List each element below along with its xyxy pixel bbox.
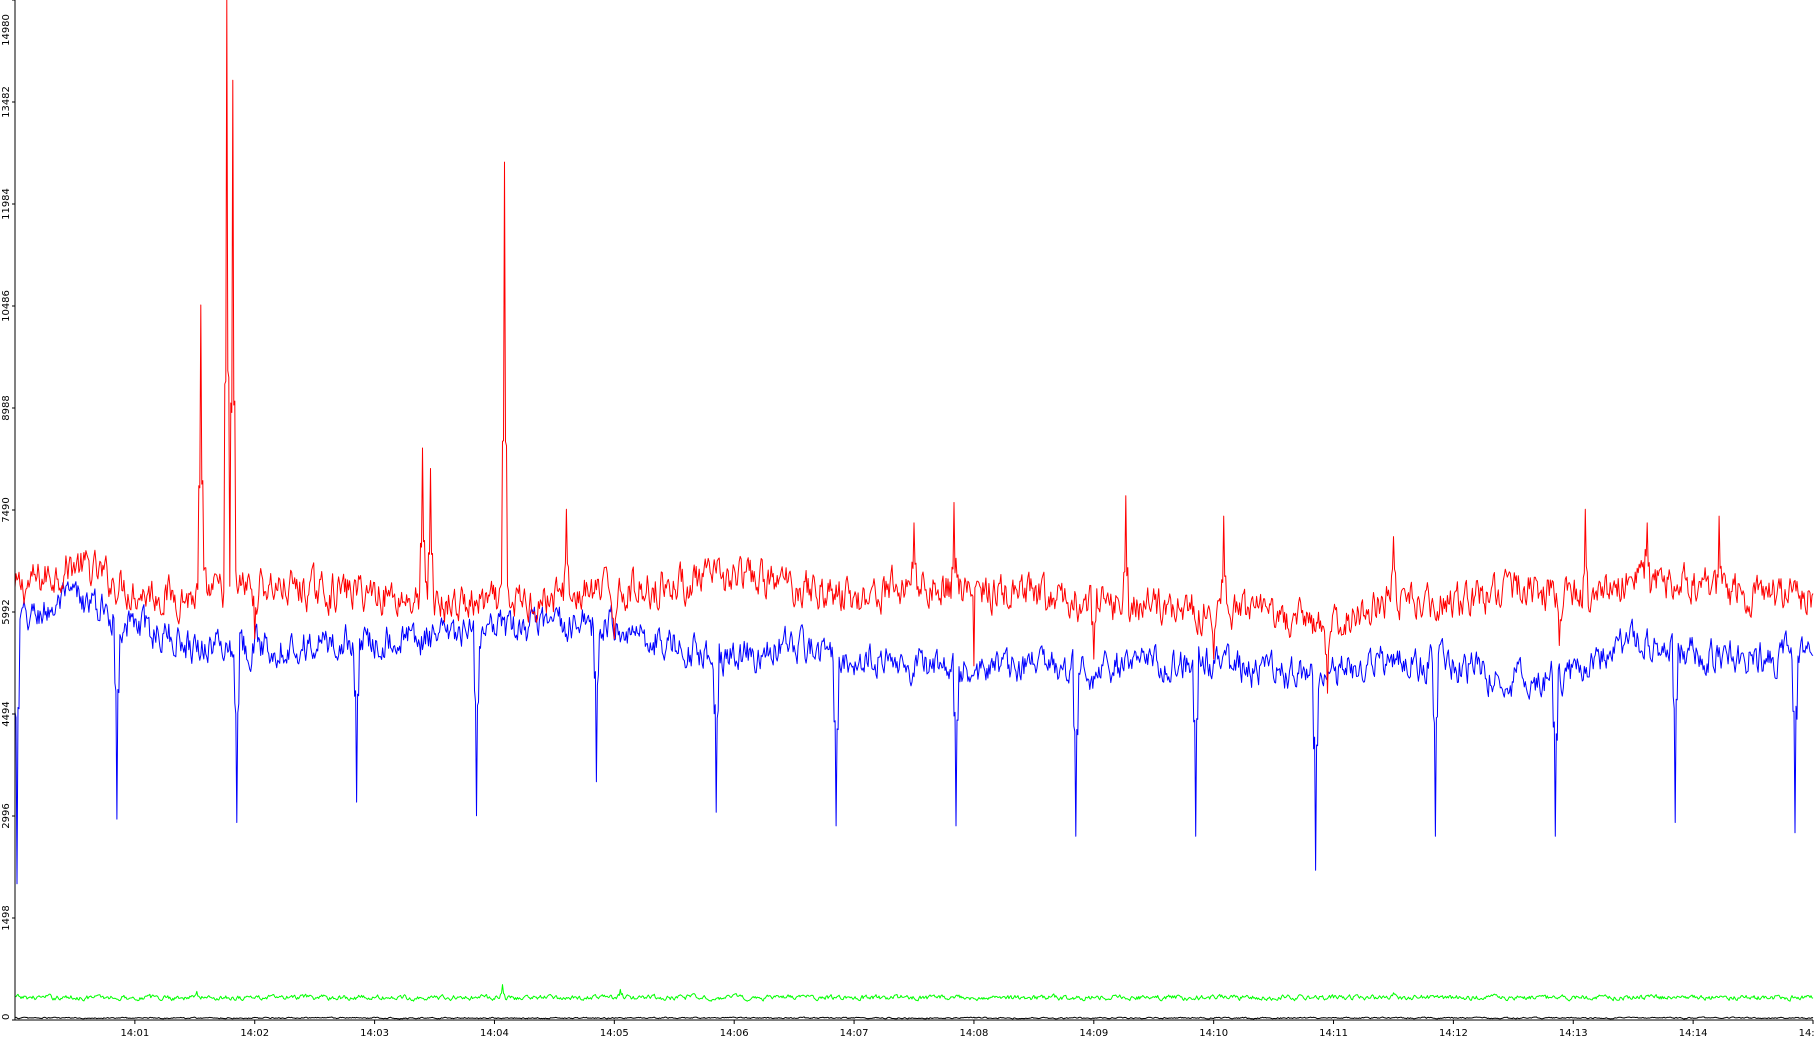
series-line-3 bbox=[14, 1016, 1814, 1020]
x-tick-label: 14:01 bbox=[120, 1028, 149, 1039]
x-tick-label: 14:03 bbox=[360, 1028, 389, 1039]
y-tick-label: 7490 bbox=[1, 497, 12, 522]
y-tick-label: 13482 bbox=[1, 86, 12, 118]
x-tick-label: 14:09 bbox=[1079, 1028, 1108, 1039]
series-layer bbox=[14, 0, 1814, 1020]
y-tick-label: 4494 bbox=[1, 701, 12, 726]
x-tick-label: 14:04 bbox=[480, 1028, 509, 1039]
x-tick-label: 14:05 bbox=[600, 1028, 629, 1039]
x-tick-label: 14:13 bbox=[1559, 1028, 1588, 1039]
x-tick-label: 14:06 bbox=[720, 1028, 749, 1039]
x-tick-label: 14:12 bbox=[1439, 1028, 1468, 1039]
x-tick-label: 14:11 bbox=[1319, 1028, 1348, 1039]
y-tick-label: 14980 bbox=[1, 14, 12, 46]
x-tick-label: 14:02 bbox=[240, 1028, 269, 1039]
y-tick-label: 2996 bbox=[1, 803, 12, 828]
y-tick-label: 11984 bbox=[1, 188, 12, 220]
series-line-2 bbox=[14, 984, 1814, 1002]
y-tick-label: 5992 bbox=[1, 599, 12, 624]
x-tick-label: 14:10 bbox=[1199, 1028, 1228, 1039]
x-tick-label: 14:14 bbox=[1679, 1028, 1708, 1039]
x-tick-label: 14:08 bbox=[960, 1028, 989, 1039]
x-tick-label: 14:15 bbox=[1799, 1028, 1815, 1039]
y-tick-label: 1498 bbox=[1, 905, 12, 930]
y-tick-label: 10486 bbox=[1, 290, 12, 322]
y-tick-label: 0 bbox=[1, 1014, 12, 1020]
x-tick-label: 14:07 bbox=[840, 1028, 869, 1039]
y-tick-label: 8988 bbox=[1, 395, 12, 420]
series-line-1 bbox=[14, 581, 1814, 885]
series-line-0 bbox=[14, 0, 1814, 694]
